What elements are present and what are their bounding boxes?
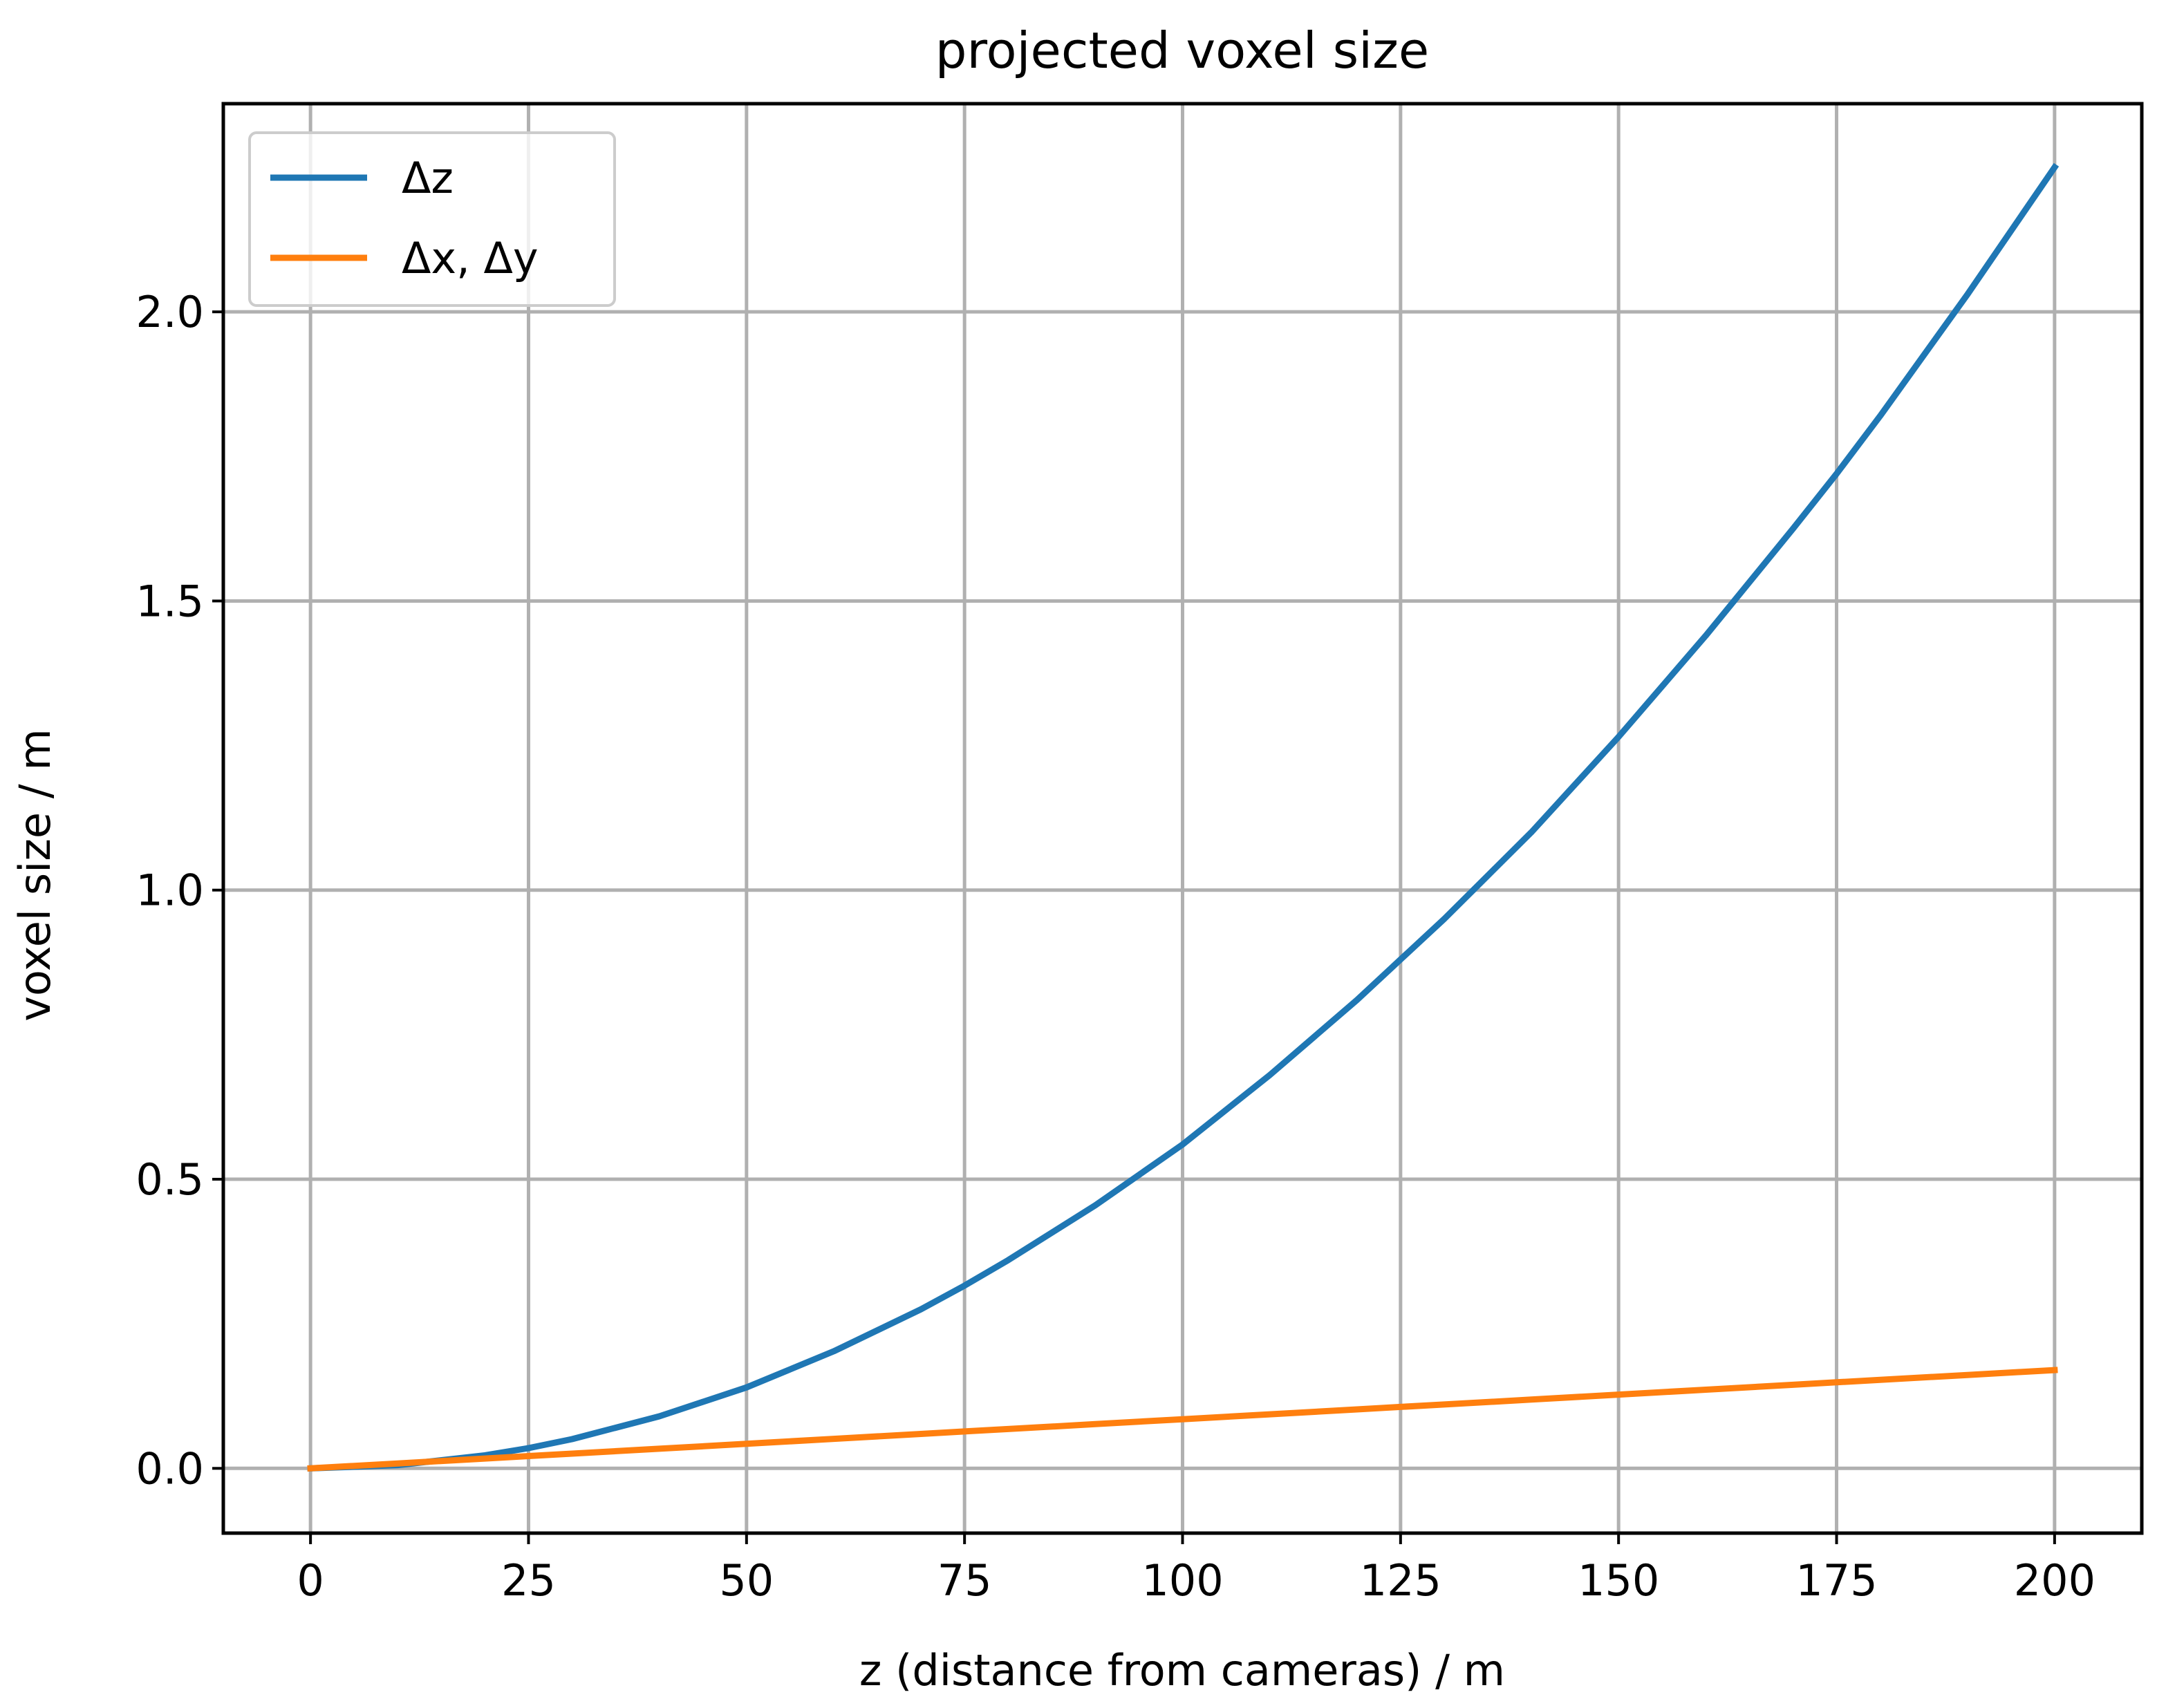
y-tick-label: 1.5 [136,576,204,626]
grid [223,104,2142,1533]
legend: Δz Δx, Δy [248,131,616,307]
y-axis-label: voxel size / m [10,729,60,1022]
y-tick-label: 2.0 [136,287,204,337]
legend-label: Δz [402,153,454,203]
tick-layer: 0 25 50 75 100 125 150 175 200 0.0 0.5 1.0 1.5 2.0 [136,287,2095,1606]
x-tick-label: 75 [937,1555,992,1606]
chart-title: projected voxel size [935,21,1429,79]
x-tick-label: 0 [297,1555,324,1606]
legend-label: Δx, Δy [402,233,539,283]
series-line [307,162,2060,1472]
y-tick-label: 0.5 [136,1154,204,1205]
y-tick-label: 1.0 [136,865,204,916]
x-tick-label: 175 [1795,1555,1877,1606]
x-tick-label: 100 [1141,1555,1223,1606]
x-tick-label: 200 [2014,1555,2095,1606]
x-tick-label: 25 [501,1555,556,1606]
x-axis-label: z (distance from cameras) / m [859,1645,1505,1696]
series-layer [307,162,2060,1472]
x-tick-label: 50 [719,1555,774,1606]
x-tick-label: 125 [1360,1555,1441,1606]
x-tick-label: 150 [1578,1555,1659,1606]
series-line [307,1367,2058,1472]
y-tick-label: 0.0 [136,1443,204,1494]
